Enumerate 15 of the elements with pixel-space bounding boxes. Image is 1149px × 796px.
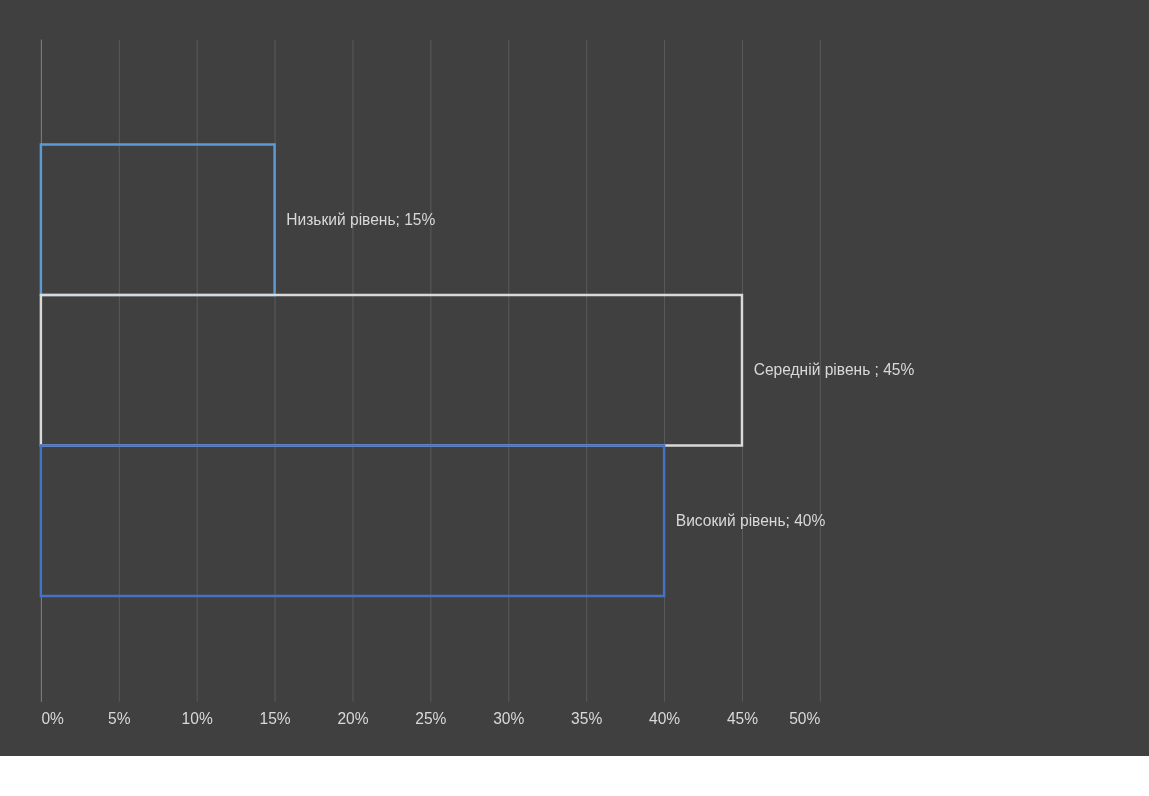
x-tick-label: 45%: [726, 710, 759, 728]
data-label: Високий рівень; 40%: [675, 511, 826, 529]
x-tick-label: 15%: [259, 710, 291, 728]
x-tick-label: 35%: [571, 710, 603, 728]
bar: [39, 444, 666, 598]
x-tick-label: 0%: [41, 710, 65, 728]
x-tick-label: 40%: [648, 710, 681, 728]
x-tick-label: 5%: [108, 710, 131, 728]
x-tick-label: 25%: [415, 710, 447, 728]
x-tick-label: 10%: [181, 710, 213, 728]
data-label: Середній рівень ; 45%: [753, 361, 915, 379]
x-tick-label: 50%: [789, 710, 821, 728]
x-tick-label: 20%: [337, 710, 369, 728]
data-label: Низький рівень; 15%: [286, 210, 436, 228]
x-tick-label: 30%: [493, 710, 525, 728]
